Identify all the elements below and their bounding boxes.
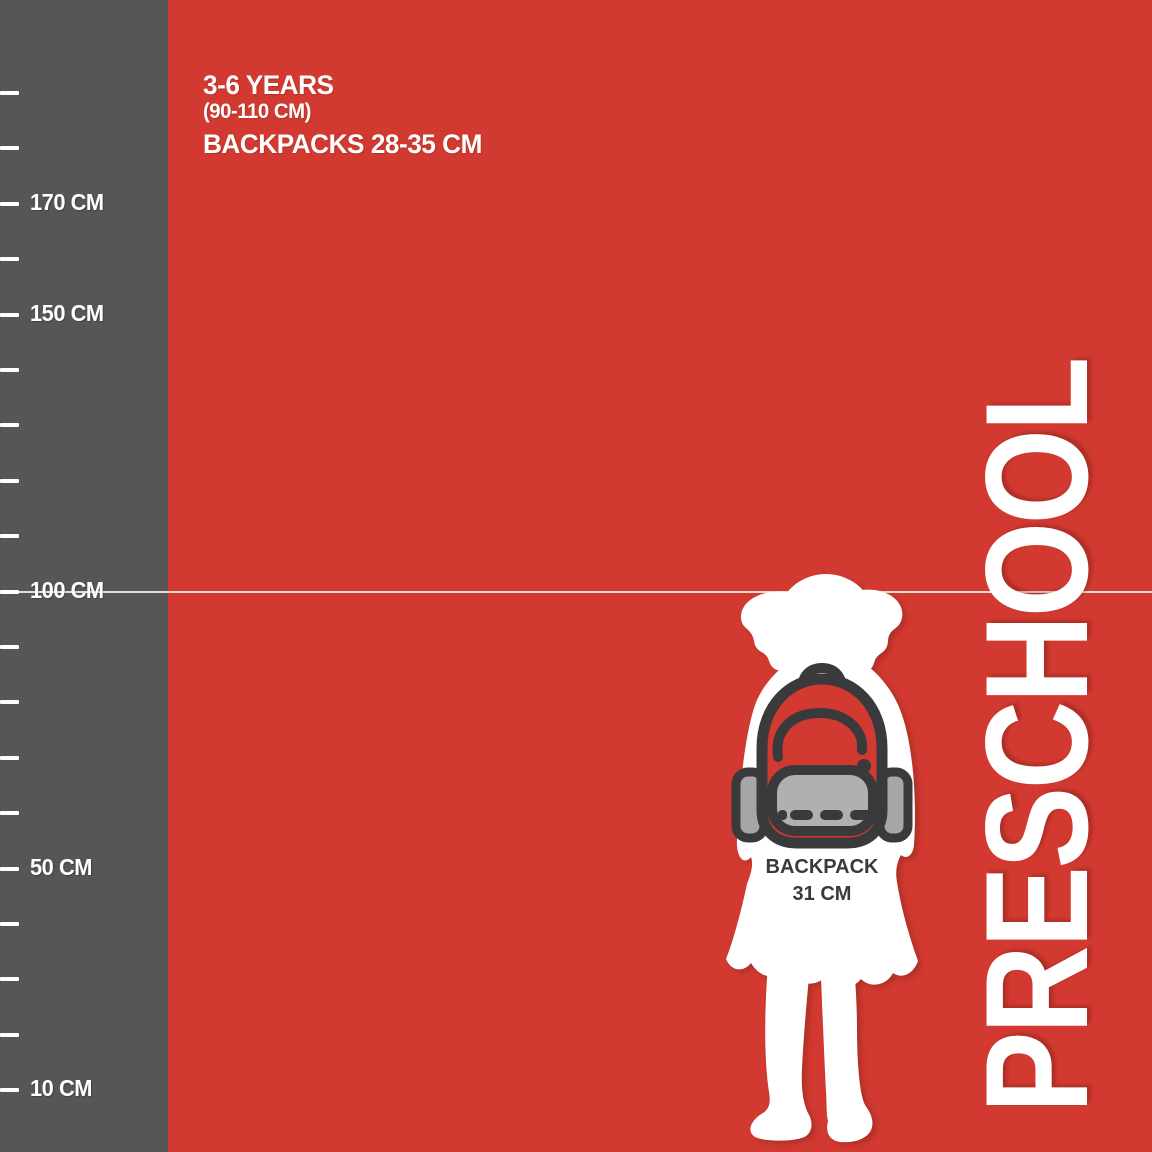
ruler-tick-160 <box>0 257 19 262</box>
ruler-label-150: 150 CM <box>30 299 104 326</box>
ruler-tick-60 <box>0 811 19 816</box>
backpack-pocket-dash-1 <box>790 810 813 820</box>
height-range-text: (90-110 CM) <box>203 100 311 123</box>
ruler-bar <box>0 0 168 1152</box>
ruler-tick-170 <box>0 201 19 206</box>
ruler-tick-180 <box>0 146 19 151</box>
girl-leg-right <box>820 952 873 1143</box>
backpack-size-label: BACKPACK 31 CM <box>747 854 897 908</box>
girl-leg-left <box>750 950 812 1141</box>
ruler-tick-80 <box>0 700 19 705</box>
backpack-size-range-text: BACKPACKS 28-35 CM <box>203 129 482 159</box>
backpack-pocket-dash-stub-right <box>858 810 867 820</box>
backpack-seam-line <box>772 707 868 762</box>
backpack-size-label-line2: 31 CM <box>792 883 852 905</box>
ruler-tick-100 <box>0 589 19 594</box>
ruler-tick-130 <box>0 423 19 428</box>
ruler-tick-50 <box>0 866 19 871</box>
ruler-tick-10 <box>0 1088 19 1093</box>
ruler-tick-140 <box>0 367 19 372</box>
ruler-tick-30 <box>0 977 19 982</box>
ruler-label-50: 50 CM <box>30 853 92 880</box>
ruler-tick-90 <box>0 644 19 649</box>
backpack-pocket-dash-2 <box>820 810 843 820</box>
backpack-front-pocket <box>767 765 878 836</box>
ruler-tick-70 <box>0 755 19 760</box>
ruler-label-10: 10 CM <box>30 1075 92 1102</box>
girl-pigtail-left <box>740 591 814 672</box>
ruler-tick-40 <box>0 921 19 926</box>
header-block: 3-6 YEARS (90-110 CM) BACKPACKS 28-35 CM <box>203 70 482 159</box>
ruler-label-100: 100 CM <box>30 576 104 603</box>
ruler-tick-110 <box>0 534 19 539</box>
reference-line <box>0 590 1152 593</box>
backpack-size-label-line1: BACKPACK <box>765 856 879 878</box>
ruler-tick-120 <box>0 478 19 483</box>
backpack-icon <box>731 662 913 849</box>
age-range-text: 3-6 YEARS <box>203 70 334 100</box>
ruler-label-170: 170 CM <box>30 188 104 215</box>
backpack-pocket-dash-stub-left <box>778 810 787 820</box>
girl-pigtail-right <box>835 589 903 674</box>
ruler-tick-20 <box>0 1032 19 1037</box>
ruler-tick-150 <box>0 312 19 317</box>
ruler-tick-190 <box>0 90 19 95</box>
